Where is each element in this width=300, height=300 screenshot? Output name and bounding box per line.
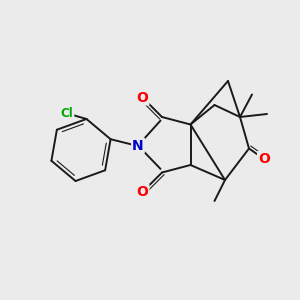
Text: Cl: Cl — [61, 107, 73, 120]
Text: O: O — [136, 91, 148, 104]
Text: O: O — [258, 152, 270, 166]
Text: N: N — [132, 139, 144, 152]
Text: O: O — [136, 185, 148, 199]
